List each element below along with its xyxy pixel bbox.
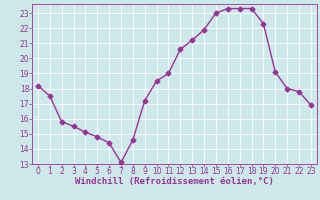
X-axis label: Windchill (Refroidissement éolien,°C): Windchill (Refroidissement éolien,°C) — [75, 177, 274, 186]
